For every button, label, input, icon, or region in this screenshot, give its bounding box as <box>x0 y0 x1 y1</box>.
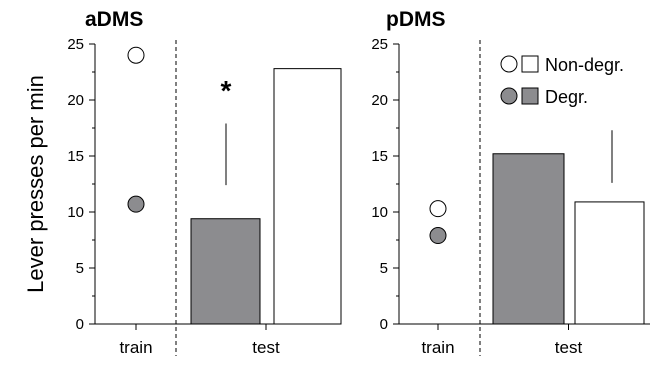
legend-circle-degr <box>500 87 518 105</box>
pdms-title: pDMS <box>386 8 446 31</box>
adms-test-bar-degr <box>190 218 261 325</box>
adms-y-tick-label: 0 <box>76 316 84 333</box>
legend-square-degr <box>521 87 539 105</box>
legend-square-nondegr <box>521 55 539 73</box>
y-axis-label: Lever presses per min <box>23 75 48 293</box>
pdms-train-point-nondegr <box>429 200 447 218</box>
adms-y-tick-label: 10 <box>67 204 84 221</box>
adms-train-point-degr <box>127 195 145 213</box>
adms-test-bar-nondegr <box>273 68 342 325</box>
adms-x-tick-label-test: test <box>252 338 280 357</box>
legend-circle-nondegr <box>500 55 518 73</box>
pdms-test-bar-degr <box>492 153 565 325</box>
pdms-y-tick-label: 0 <box>380 316 388 333</box>
adms-y-tick-label: 5 <box>76 260 84 277</box>
adms-train-point-nondegr <box>127 46 145 64</box>
pdms-x-tick-label-train: train <box>421 338 454 357</box>
pdms-train-point-degr <box>429 227 447 245</box>
pdms-y-tick-label: 5 <box>380 260 388 277</box>
pdms-y-tick-label: 25 <box>371 36 388 53</box>
adms-y-tick-label: 15 <box>67 148 84 165</box>
legend-label-nondegr: Non-degr. <box>545 55 624 75</box>
adms-title: aDMS <box>85 8 143 31</box>
pdms-test-bar-nondegr <box>574 201 645 325</box>
adms-x-tick-label-train: train <box>119 338 152 357</box>
pdms-y-tick-label: 10 <box>371 204 388 221</box>
pdms-x-tick-label-test: test <box>555 338 583 357</box>
adms-y-tick-label: 20 <box>67 92 84 109</box>
adms-significance-star: * <box>221 75 232 106</box>
pdms-y-tick-label: 20 <box>371 92 388 109</box>
adms-y-tick-label: 25 <box>67 36 84 53</box>
legend-label-degr: Degr. <box>545 87 588 107</box>
pdms-y-tick-label: 15 <box>371 148 388 165</box>
